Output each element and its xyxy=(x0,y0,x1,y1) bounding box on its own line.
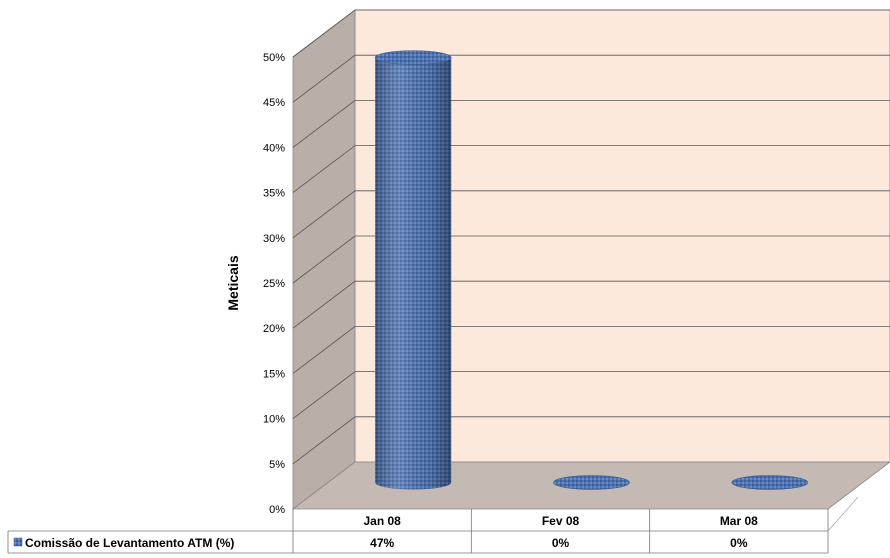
y-tick-label: 20% xyxy=(263,323,285,335)
gridline xyxy=(292,100,890,148)
bar-mar-08 xyxy=(731,475,809,490)
legend-series-name: Comissão de Levantamento ATM (%) xyxy=(25,536,234,550)
gridline xyxy=(292,325,890,374)
y-tick-label: 50% xyxy=(263,52,285,64)
data-label: 47% xyxy=(370,536,394,550)
bar-jan-08 xyxy=(374,50,452,490)
bar-top xyxy=(553,475,630,490)
y-tick-label: 30% xyxy=(263,233,285,245)
bar-top xyxy=(731,475,809,490)
y-tick-label: 45% xyxy=(263,97,285,109)
gridline xyxy=(292,145,890,193)
bars xyxy=(374,50,809,490)
data-table: Jan 08 47% Fev 08 0% Mar 08 0% Comissão de Lev… xyxy=(7,496,859,554)
data-label: 0% xyxy=(552,536,570,550)
y-tick-label: 25% xyxy=(263,278,285,290)
y-axis-title: Meticais xyxy=(225,255,241,310)
gridline xyxy=(292,54,890,103)
bar-fev-08 xyxy=(553,475,630,490)
y-tick-label: 15% xyxy=(263,368,285,380)
gridline xyxy=(292,280,890,329)
gridline xyxy=(292,9,890,58)
y-tick-label: 5% xyxy=(269,459,285,471)
gridline xyxy=(292,190,890,239)
y-tick-label: 35% xyxy=(263,188,285,200)
gridline xyxy=(292,416,890,465)
bar-top xyxy=(374,50,452,65)
gridline xyxy=(292,371,890,419)
y-tick-label: 0% xyxy=(269,504,285,516)
x-tick-label: Jan 08 xyxy=(363,514,401,528)
gridlines xyxy=(292,9,890,465)
y-tick-label: 10% xyxy=(263,414,285,426)
legend-swatch xyxy=(13,537,23,547)
x-tick-label: Mar 08 xyxy=(720,514,758,528)
gridline xyxy=(292,235,890,284)
data-label: 0% xyxy=(730,536,748,550)
x-tick-label: Fev 08 xyxy=(542,514,580,528)
bar-shading xyxy=(375,57,452,490)
y-tick-label: 40% xyxy=(263,142,285,154)
y-axis-ticks: 0% 5% 10% 15% 20% 25% 30% 35% 40% 45% 50% xyxy=(263,52,285,516)
